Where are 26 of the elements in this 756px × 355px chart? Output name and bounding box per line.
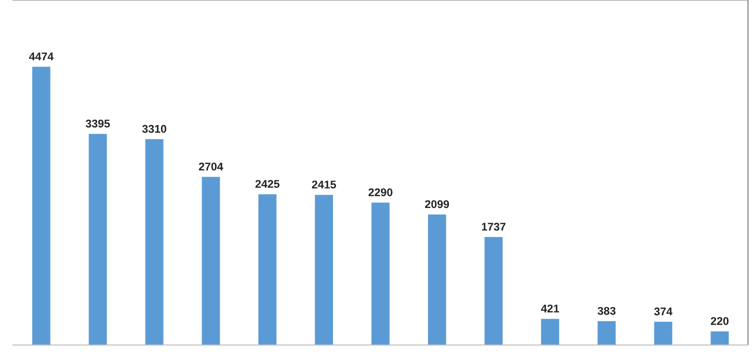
- data-label: 421: [541, 304, 560, 312]
- bar: [654, 322, 672, 345]
- data-label: 2415: [312, 180, 336, 188]
- data-label: 220: [710, 317, 729, 325]
- data-label: 2099: [425, 200, 449, 208]
- bar: [598, 321, 616, 345]
- bar: [314, 194, 334, 345]
- bar: [710, 331, 729, 345]
- bar: [428, 214, 446, 345]
- data-label: 1737: [482, 222, 506, 231]
- bar: [145, 139, 164, 345]
- bar: [258, 194, 276, 345]
- bar: [88, 134, 107, 345]
- bar: [484, 236, 503, 345]
- data-label: 2425: [255, 180, 280, 188]
- data-label: 2704: [198, 162, 224, 170]
- bar: [202, 176, 220, 345]
- data-label: 383: [598, 306, 616, 315]
- data-label: 3395: [86, 120, 110, 128]
- bar: [32, 66, 50, 345]
- bar: [541, 318, 560, 345]
- data-label: 3310: [142, 124, 166, 133]
- bar: [371, 202, 390, 345]
- data-label: 374: [654, 308, 672, 316]
- data-label: 2290: [368, 188, 392, 196]
- data-label: 4474: [29, 52, 54, 60]
